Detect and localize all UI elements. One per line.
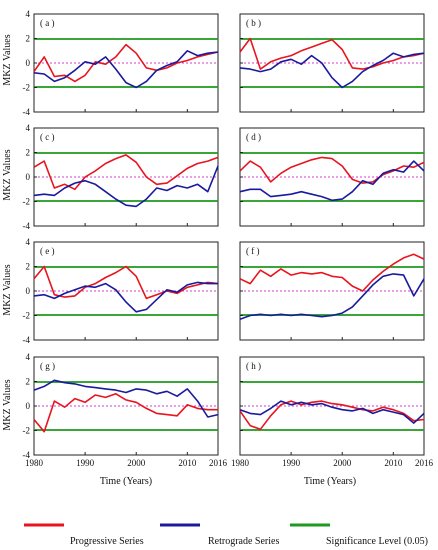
y-tick-label: 2 — [26, 377, 31, 387]
panel-3: -4 -2 0 2 4 ( c ) — [23, 123, 219, 231]
panel-5: -4 -2 0 2 4 ( e ) — [23, 237, 219, 345]
legend-significance-label: Significance Level (0.05) — [326, 536, 428, 547]
panel-2: ( b ) — [239, 13, 425, 113]
x-tick-label: 2000 — [127, 458, 146, 468]
x-tick-label: 1990 — [282, 458, 301, 468]
y-axis-label-row-4: MKZ Values — [2, 379, 13, 430]
y-tick-label: -2 — [23, 83, 31, 93]
progressive-series-line — [33, 154, 219, 191]
y-tick-label: 2 — [26, 148, 31, 158]
x-axis-label-left: Time (Years) — [100, 476, 152, 487]
y-tick-label: 0 — [26, 58, 31, 68]
retrograde-series-line — [239, 400, 425, 424]
x-tick-label: 2010 — [178, 458, 197, 468]
panels: -4 -2 0 2 4 ( a ) ( b ) -4 -2 0 2 4 ( c ) ( d ) -4 -2 0 2… — [23, 9, 434, 468]
retrograde-series-line — [239, 160, 425, 202]
y-tick-label: -2 — [23, 197, 31, 207]
panel-label: ( h ) — [246, 361, 261, 371]
y-axis-label-row-2: MKZ Values — [2, 149, 13, 200]
x-tick-label: 1990 — [76, 458, 95, 468]
retrograde-series-line — [33, 379, 219, 418]
x-tick-label: 2000 — [333, 458, 352, 468]
legend-retrograde-label: Retrograde Series — [208, 536, 279, 547]
panel-1: -4 -2 0 2 4 ( a ) — [23, 9, 219, 117]
y-tick-label: -2 — [23, 311, 31, 321]
progressive-series-line — [33, 265, 219, 300]
panel-label: ( d ) — [246, 132, 261, 142]
x-axis-label-right: Time (Years) — [304, 476, 356, 487]
progressive-series-line — [239, 400, 425, 431]
y-tick-label: -4 — [23, 221, 31, 231]
retrograde-series-line — [239, 273, 425, 320]
panel-label: ( e ) — [40, 246, 55, 256]
panel-4: ( d ) — [239, 127, 425, 227]
y-tick-label: -4 — [23, 335, 31, 345]
y-tick-label: 0 — [26, 172, 31, 182]
y-tick-label: -4 — [23, 107, 31, 117]
y-tick-label: 4 — [26, 123, 31, 133]
y-axis-label-row-3: MKZ Values — [2, 264, 13, 315]
y-tick-label: -4 — [23, 450, 31, 460]
y-tick-label: -2 — [23, 426, 31, 436]
progressive-series-line — [239, 253, 425, 292]
y-tick-label: 4 — [26, 9, 31, 19]
y-axis-label-row-1: MKZ Values — [2, 34, 13, 85]
legend: Progressive Series Retrograde Series Sig… — [24, 523, 428, 547]
panel-7: -4 -2 0 2 4 1980 1990 2000 2010 2016 ( g ) — [23, 352, 228, 468]
retrograde-series-line — [33, 281, 218, 313]
panel-label: ( f ) — [246, 246, 260, 256]
panel-label: ( a ) — [40, 18, 55, 28]
progressive-series-line — [33, 43, 219, 83]
y-tick-label: 0 — [26, 401, 31, 411]
x-tick-label: 1980 — [231, 458, 250, 468]
panel-label: ( g ) — [40, 361, 55, 371]
retrograde-series-line — [33, 49, 219, 89]
progressive-series-line — [33, 392, 218, 433]
progressive-series-line — [239, 156, 425, 184]
y-tick-label: 0 — [26, 286, 31, 296]
y-tick-label: 4 — [26, 237, 31, 247]
panel-8: 1980 1990 2000 2010 2016 ( h ) — [231, 356, 434, 468]
retrograde-series-line — [33, 165, 219, 208]
x-tick-label: 2010 — [384, 458, 403, 468]
y-tick-label: 2 — [26, 262, 31, 272]
panel-label: ( c ) — [40, 132, 55, 142]
x-tick-label: 2016 — [209, 458, 228, 468]
legend-progressive-label: Progressive Series — [70, 536, 144, 547]
panel-label: ( b ) — [246, 18, 261, 28]
progressive-series-line — [239, 37, 425, 70]
panel-6: ( f ) — [239, 241, 425, 341]
x-tick-label: 2016 — [415, 458, 434, 468]
y-tick-label: 2 — [26, 34, 31, 44]
retrograde-series-line — [239, 52, 425, 89]
y-tick-label: 4 — [26, 352, 31, 362]
x-tick-label: 1980 — [25, 458, 44, 468]
